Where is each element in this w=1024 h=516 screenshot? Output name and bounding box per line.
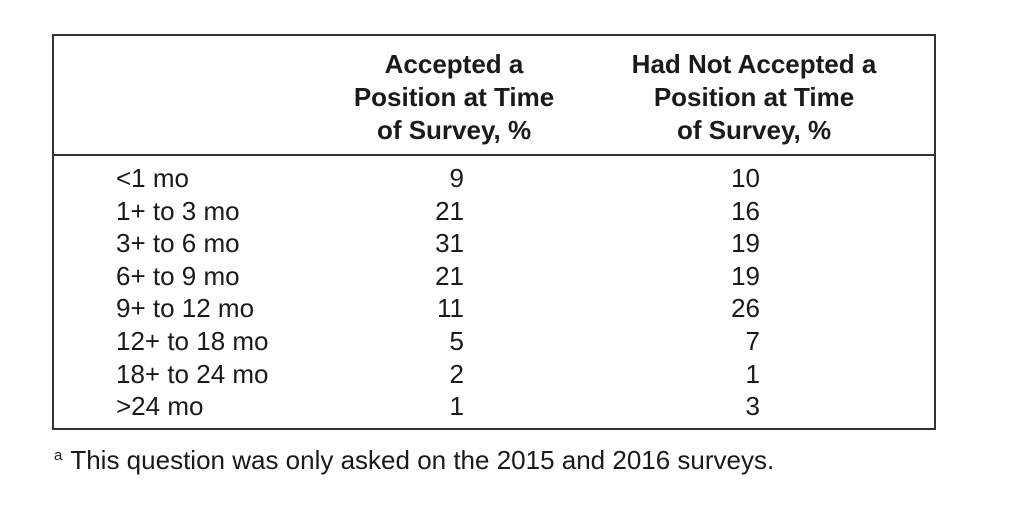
row-label: >24 mo [116, 391, 204, 422]
table-header-row: Accepted a Position at Time of Survey, %… [54, 36, 934, 156]
footnote-text: This question was only asked on the 2015… [70, 445, 775, 475]
data-table: Accepted a Position at Time of Survey, %… [52, 34, 936, 430]
not-accepted-value: 1 [745, 358, 760, 389]
row-label: 18+ to 24 mo [116, 358, 269, 389]
table-footnote: a This question was only asked on the 201… [54, 440, 774, 476]
table-row: >24 mo 1 3 [54, 390, 934, 423]
accepted-value: 21 [435, 260, 464, 291]
table-row: 1+ to 3 mo 21 16 [54, 195, 934, 228]
table-row: 18+ to 24 mo 2 1 [54, 358, 934, 391]
table-row: <1 mo 9 10 [54, 162, 934, 195]
accepted-value: 5 [449, 325, 464, 356]
footnote-marker: a [54, 447, 63, 464]
accepted-value: 2 [449, 358, 464, 389]
column-header-not-accepted: Had Not Accepted a Position at Time of S… [631, 49, 877, 145]
not-accepted-value: 26 [731, 293, 760, 324]
accepted-value: 9 [449, 163, 464, 193]
not-accepted-value: 16 [731, 195, 760, 226]
accepted-value: 1 [449, 391, 464, 422]
accepted-value: 31 [435, 228, 464, 259]
row-label: 1+ to 3 mo [116, 195, 240, 226]
row-label: 6+ to 9 mo [116, 260, 240, 291]
table-body: <1 mo 9 10 1+ to 3 mo 21 16 3+ to 6 mo 3… [54, 162, 934, 423]
row-label: 3+ to 6 mo [116, 228, 240, 259]
not-accepted-value: 19 [731, 260, 760, 291]
row-label: 9+ to 12 mo [116, 293, 255, 324]
not-accepted-value: 3 [745, 391, 760, 422]
not-accepted-value: 10 [731, 163, 760, 193]
table-row: 9+ to 12 mo 11 26 [54, 292, 934, 325]
not-accepted-value: 7 [745, 325, 760, 356]
table-row: 3+ to 6 mo 31 19 [54, 227, 934, 260]
row-label: <1 mo [116, 163, 189, 193]
row-label: 12+ to 18 mo [116, 325, 269, 356]
table-row: 12+ to 18 mo 5 7 [54, 325, 934, 358]
not-accepted-value: 19 [731, 228, 760, 259]
table-row: 6+ to 9 mo 21 19 [54, 260, 934, 293]
accepted-value: 11 [437, 293, 464, 324]
column-header-accepted: Accepted a Position at Time of Survey, % [353, 49, 555, 145]
accepted-value: 21 [435, 195, 464, 226]
